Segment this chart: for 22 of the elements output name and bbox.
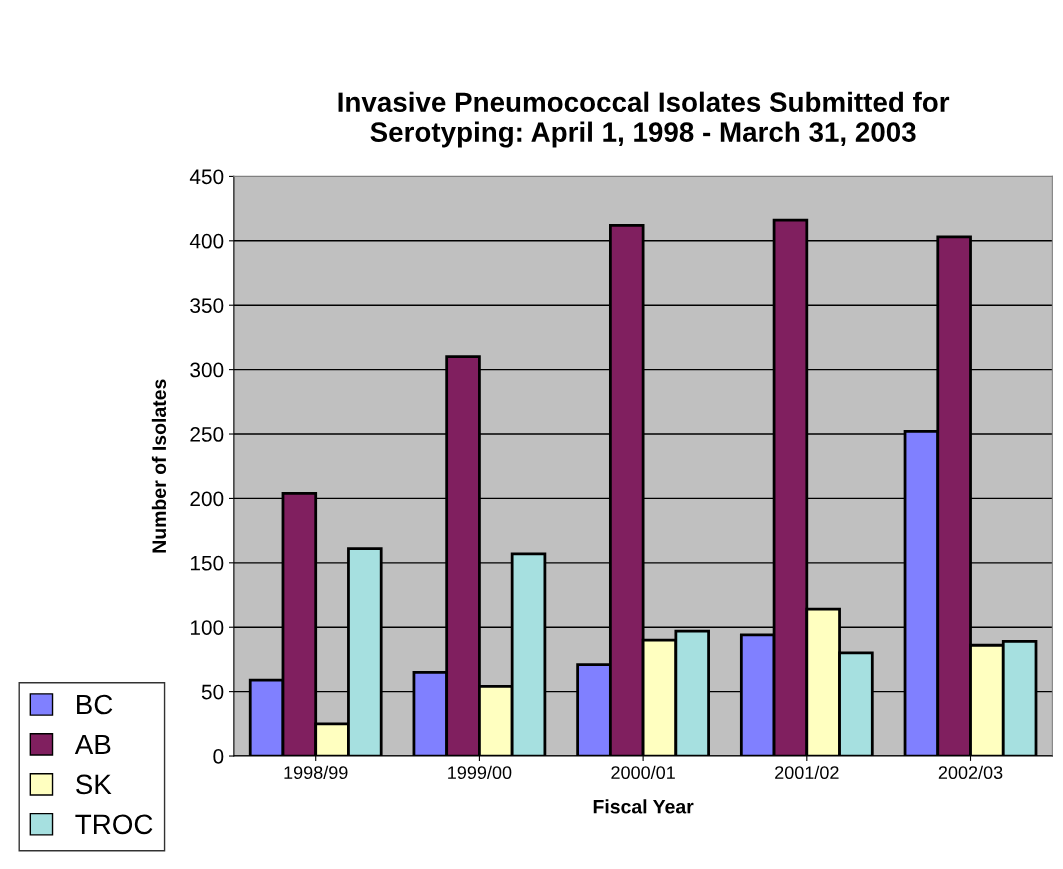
legend-label: BC <box>77 694 113 715</box>
legend-label: SK <box>76 774 112 795</box>
y-tick-label: 50 <box>201 684 224 700</box>
chart-title: Invasive Pneumococcal Isolates Submitted for Serotyping: April 1, 1998 - March 31, 2003 <box>338 91 950 148</box>
y-tick-label: 400 <box>189 233 224 249</box>
legend-label: AB <box>74 734 111 755</box>
y-tick-label: 200 <box>190 491 224 507</box>
x-tick-label: 2001/02 <box>775 765 839 780</box>
y-tick-label: 100 <box>190 620 224 635</box>
y-tick-label: 300 <box>190 362 224 378</box>
x-axis-title: Fiscal Year <box>593 799 694 814</box>
y-tick-label: 450 <box>189 169 224 185</box>
x-tick-label: 2000/01 <box>611 765 675 780</box>
legend-label: TROC <box>75 814 153 835</box>
x-tick-label: 1999/00 <box>448 765 512 780</box>
x-tick-label: 2002/03 <box>938 765 1003 780</box>
y-tick-label: 350 <box>190 298 224 313</box>
y-tick-label: 0 <box>213 749 224 764</box>
y-tick-label: 150 <box>190 555 224 571</box>
y-axis-title: Number of Isolates <box>151 379 167 553</box>
x-tick-label: 1998/99 <box>284 765 348 780</box>
y-tick-label: 250 <box>190 427 224 442</box>
